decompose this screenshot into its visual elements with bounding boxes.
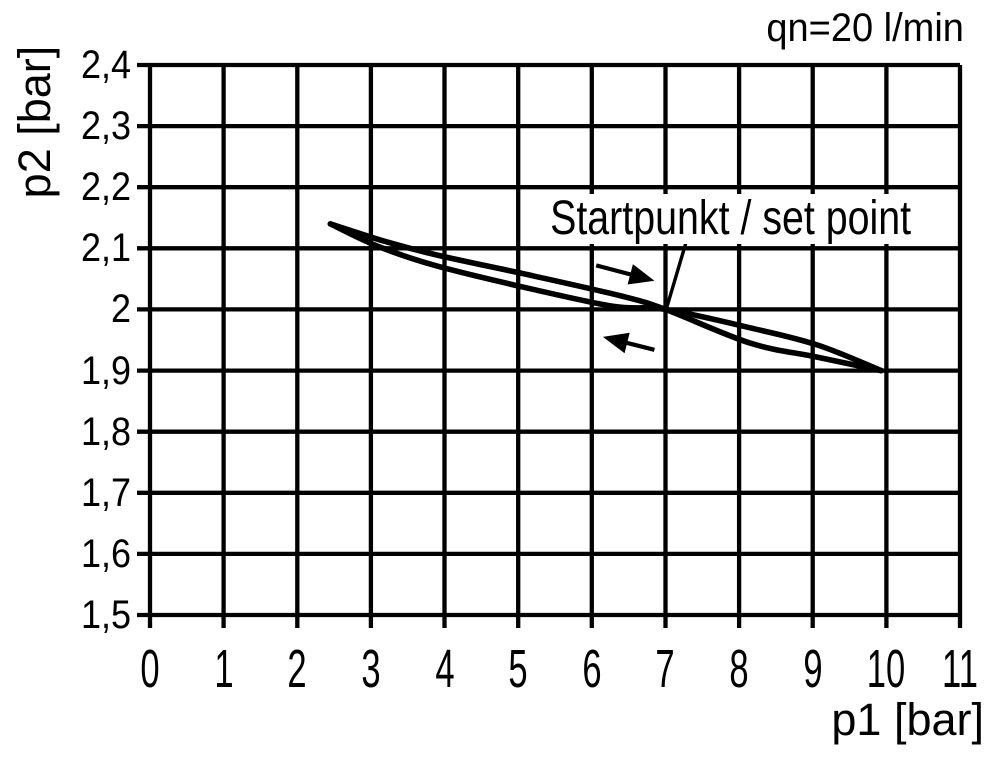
y-tick-label: 1,8 [80, 410, 131, 454]
y-tick-label: 1,6 [80, 532, 131, 576]
x-tick-label: 5 [508, 639, 528, 699]
y-tick-label: 2 [110, 287, 131, 331]
y-tick-label: 2,1 [80, 226, 131, 270]
direction-arrow-left-head [602, 332, 630, 354]
x-tick-label: 2 [287, 639, 307, 699]
x-tick-label: 4 [435, 639, 455, 699]
y-tick-label: 2,4 [80, 43, 131, 87]
x-tick-label: 9 [803, 639, 823, 699]
x-tick-label: 8 [729, 639, 749, 699]
hysteresis-branch-return [327, 221, 884, 374]
x-tick-label: 10 [866, 639, 906, 699]
y-tick-label: 1,5 [80, 593, 131, 637]
x-tick-label: 1 [214, 639, 234, 699]
y-tick-label: 1,9 [80, 349, 131, 393]
x-axis-title: p1 [bar] [831, 694, 984, 745]
setpoint-annotation: Startpunkt / set point [546, 194, 916, 244]
direction-arrow-right-head [627, 264, 655, 285]
hysteresis-branch-outbound [327, 221, 884, 374]
x-tick-label: 11 [942, 639, 978, 699]
x-tick-label: 6 [582, 639, 602, 699]
annotation-leader-line [665, 239, 689, 308]
direction-arrow-left-shaft [622, 339, 655, 352]
x-tick-label: 0 [140, 639, 160, 699]
x-tick-label: 3 [361, 639, 381, 699]
x-tick-label: 7 [655, 639, 675, 699]
y-tick-label: 2,3 [80, 104, 131, 148]
flow-rate-label: qn=20 l/min [766, 6, 964, 50]
y-tick-label: 2,2 [80, 165, 131, 209]
direction-arrow-right-shaft [595, 263, 635, 278]
y-tick-label: 1,7 [80, 471, 131, 515]
